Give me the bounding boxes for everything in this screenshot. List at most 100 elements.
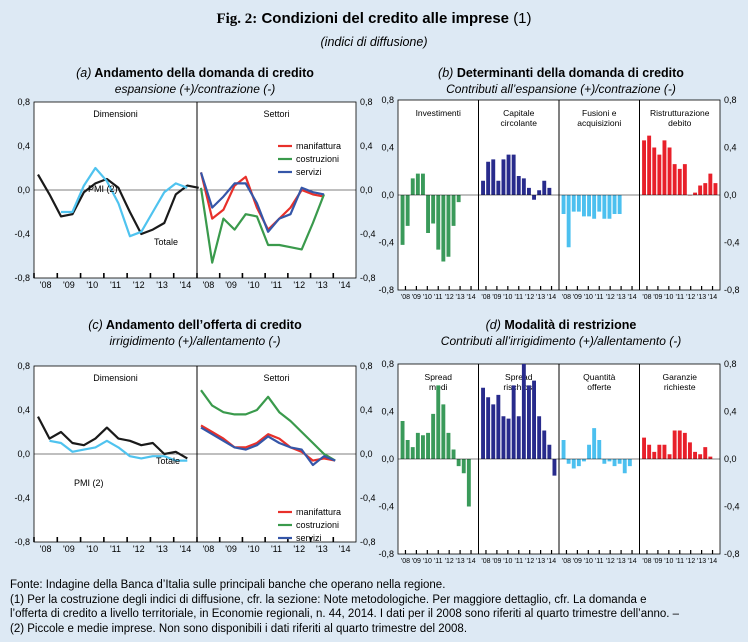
panel-c-letter: (c) xyxy=(88,318,103,332)
panel-d-bar xyxy=(698,454,703,459)
panel-a-left-xtick-label: '11 xyxy=(110,280,121,290)
panel-b-title-text: Determinanti della domanda di credito xyxy=(456,66,684,80)
charts-canvas: 0,8 0,4 0,0 -0,4 -0,8 0,8 0,4 0,0 -0,4 -0,8 Dimens… xyxy=(14,95,740,565)
panel-b-letter: (b) xyxy=(438,66,454,80)
figure-title-text: Condizioni del credito alle imprese xyxy=(261,10,510,27)
panel-b-xtick-label: '11 xyxy=(434,294,443,301)
panel-b-xtick-label: '12 xyxy=(445,294,454,301)
panel-d-xtick-label: '09 xyxy=(492,558,501,565)
footnotes: Fonte: Indagine della Banca d’Italia sul… xyxy=(10,578,740,636)
panel-b-xtick-label: '12 xyxy=(686,294,695,301)
panel-b-xtick-label: '13 xyxy=(536,294,545,301)
panel-c-right-xtick-label: '11 xyxy=(271,544,282,554)
footnote-source: Fonte: Indagine della Banca d’Italia sul… xyxy=(10,579,446,591)
panel-b-xtick-label: '09 xyxy=(573,294,582,301)
panel-d-bar xyxy=(612,459,617,467)
panel-b-bar xyxy=(532,195,536,200)
panel-d-bar xyxy=(708,456,713,459)
panel-c-left-series-totale xyxy=(37,416,188,460)
footnote-2: (2) Piccole e medie imprese. Non sono di… xyxy=(10,622,468,635)
panel-a-left-ytick-label: 0,4 xyxy=(17,141,30,151)
panel-b-bar xyxy=(415,173,420,195)
panel-d-bar xyxy=(622,459,627,474)
panel-b-xtick-label: '13 xyxy=(456,294,465,301)
panel-d-right-ytick-label: -0,8 xyxy=(724,549,740,559)
panel-b-xtick-label: '14 xyxy=(708,294,717,301)
panel-d-bar xyxy=(466,459,471,507)
panel-a-left-xtick-label: '12 xyxy=(133,280,145,290)
panel-c-right-series-servizi xyxy=(200,426,336,467)
panel-b-bar xyxy=(587,195,591,217)
panel-b-bar xyxy=(571,195,576,212)
panel-d-xtick-label: '08 xyxy=(562,558,571,565)
panel-c-left-xtick-label: '11 xyxy=(110,544,121,554)
panel-d-group-label: Quantità xyxy=(583,372,615,382)
panel-d-xtick-label: '12 xyxy=(445,558,454,565)
panel-b-bar xyxy=(597,195,602,212)
panel-b-xtick-label: '10 xyxy=(503,294,512,301)
panel-d-bar xyxy=(677,430,682,459)
panel-a-right-ytick-label: 0,8 xyxy=(360,97,373,107)
panel-b-xtick-label: '14 xyxy=(627,294,636,301)
panel-a-legend-label: servizi xyxy=(296,167,322,177)
panel-b-bar xyxy=(682,164,687,195)
panel-d-xtick-label: '10 xyxy=(503,558,512,565)
panel-d-bar xyxy=(486,397,491,459)
panel-d-right-ytick-label: 0,0 xyxy=(724,454,737,464)
panel-b-bar xyxy=(496,180,501,195)
panel-d-xtick-label: '10 xyxy=(423,558,432,565)
panel-d-bar xyxy=(537,416,542,459)
panel-b-bar xyxy=(547,187,552,195)
panel-b-bar xyxy=(642,140,646,195)
panel-c-legend-label: costruzioni xyxy=(296,520,339,530)
panel-d-left-ytick-label: 0,8 xyxy=(381,359,394,369)
panel-d-xtick-label: '12 xyxy=(686,558,695,565)
panel-d-bar xyxy=(521,364,526,459)
panel-b-left-ytick-label: 0,4 xyxy=(381,143,394,153)
panel-a-right-xtick-label: '13 xyxy=(316,280,328,290)
panel-b-right-ytick-label: -0,8 xyxy=(724,285,740,295)
figure-title: Fig. 2: Condizioni del credito alle impr… xyxy=(0,10,748,28)
panel-b-xtick-label: '14 xyxy=(547,294,556,301)
panel-c-left-label: Dimensioni xyxy=(93,373,138,383)
panel-b-bar xyxy=(501,159,506,195)
panel-a-right-label: Settori xyxy=(263,109,289,119)
panel-d-bar xyxy=(496,394,501,459)
panel-b-xtick-label: '12 xyxy=(525,294,534,301)
panel-c-left-xtick-label: '12 xyxy=(133,544,145,554)
panel-a-left-ytick-label: 0,8 xyxy=(17,97,30,107)
figure-title-note: (1) xyxy=(513,10,532,27)
panel-b-bar xyxy=(582,195,586,217)
panel-d-group-label: rischiosi xyxy=(503,382,534,392)
panel-c-right-xtick-label: '13 xyxy=(316,544,328,554)
panel-a-left-label: Dimensioni xyxy=(93,109,138,119)
panel-d-bar xyxy=(576,459,581,467)
panel-d-group-label: Spread xyxy=(425,372,453,382)
panel-d-left-ytick-label: -0,8 xyxy=(378,549,394,559)
panel-d-bar xyxy=(607,459,612,462)
panel-d-subtitle: Contributi all’irrigidimento (+)/allenta… xyxy=(440,334,682,348)
panel-d-bar xyxy=(400,421,405,459)
panel-c-right-ytick-label: -0,4 xyxy=(360,493,376,503)
panel-a-legend-label: manifattura xyxy=(296,141,341,151)
panel-d-bar xyxy=(451,449,456,459)
panel-b-bar xyxy=(602,195,607,219)
panel-b-group-label: Investimenti xyxy=(416,108,461,118)
panel-d-bar xyxy=(693,451,697,459)
panel-d-group-label: offerte xyxy=(587,382,611,392)
panel-b-bar xyxy=(521,178,526,195)
panel-a-left-xtick-label: '14 xyxy=(179,280,191,290)
panel-c-left-xtick-label: '10 xyxy=(86,544,98,554)
footnote-1-cont: l’offerta di credito a livello territori… xyxy=(10,608,680,620)
panel-a-right-xtick-label: '12 xyxy=(293,280,305,290)
panel-b-xtick-label: '08 xyxy=(562,294,571,301)
panel-d-group-label: Spread xyxy=(505,372,533,382)
panel-d-title-text: Modalità di restrizione xyxy=(504,318,637,332)
panel-a-right-xtick-label: '14 xyxy=(339,280,351,290)
panel-d-bar xyxy=(657,444,662,459)
panel-d-bar xyxy=(527,385,531,459)
panel-a-left-series-totale xyxy=(37,174,199,236)
panel-c-legend-label: manifattura xyxy=(296,507,341,517)
panel-b-bar xyxy=(592,195,597,219)
panel-b-bar xyxy=(506,154,511,195)
